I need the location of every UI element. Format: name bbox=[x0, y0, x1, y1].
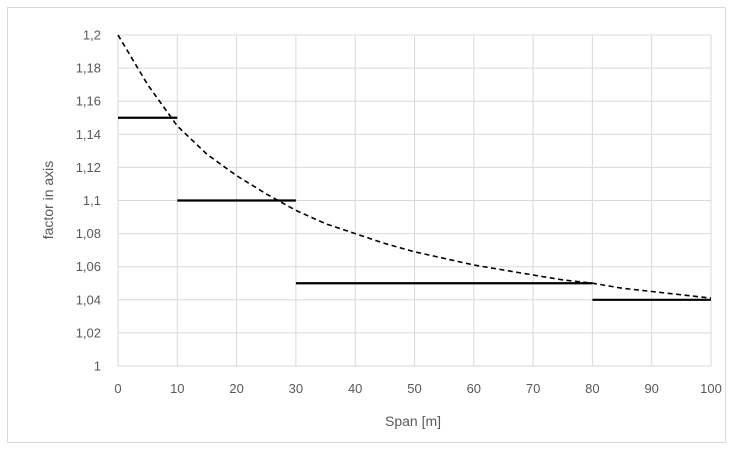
y-tick-label: 1 bbox=[94, 359, 101, 374]
y-tick-label: 1,16 bbox=[76, 94, 101, 109]
y-tick-label: 1,06 bbox=[76, 259, 101, 274]
x-tick-label: 0 bbox=[114, 381, 121, 396]
y-tick-label: 1,08 bbox=[76, 226, 101, 241]
y-tick-label: 1,2 bbox=[83, 28, 101, 43]
x-tick-label: 10 bbox=[170, 381, 184, 396]
y-tick-label: 1,04 bbox=[76, 292, 101, 307]
x-tick-label: 90 bbox=[644, 381, 658, 396]
x-tick-label: 20 bbox=[229, 381, 243, 396]
y-tick-label: 1,12 bbox=[76, 160, 101, 175]
x-tick-label: 70 bbox=[526, 381, 540, 396]
step-segments bbox=[118, 116, 711, 301]
y-tick-label: 1,02 bbox=[76, 325, 101, 340]
x-tick-labels: 0 10 20 30 40 50 60 70 80 90 100 bbox=[114, 381, 721, 396]
x-tick-label: 50 bbox=[407, 381, 421, 396]
y-tick-label: 1,1 bbox=[83, 193, 101, 208]
chart-frame bbox=[7, 7, 726, 443]
x-axis-title: Span [m] bbox=[385, 413, 441, 429]
y-tick-label: 1,14 bbox=[76, 127, 101, 142]
x-tick-label: 60 bbox=[467, 381, 481, 396]
y-axis-title: factor in axis bbox=[40, 161, 56, 240]
x-tick-label: 100 bbox=[700, 381, 722, 396]
x-tick-label: 40 bbox=[348, 381, 362, 396]
dashed-curve bbox=[117, 34, 712, 299]
y-tick-label: 1,18 bbox=[76, 61, 101, 76]
x-tick-label: 30 bbox=[289, 381, 303, 396]
y-tick-labels: 1 1,02 1,04 1,06 1,08 1,1 1,12 1,14 1,16 1,18 1,2 bbox=[76, 28, 101, 374]
x-tick-label: 80 bbox=[585, 381, 599, 396]
